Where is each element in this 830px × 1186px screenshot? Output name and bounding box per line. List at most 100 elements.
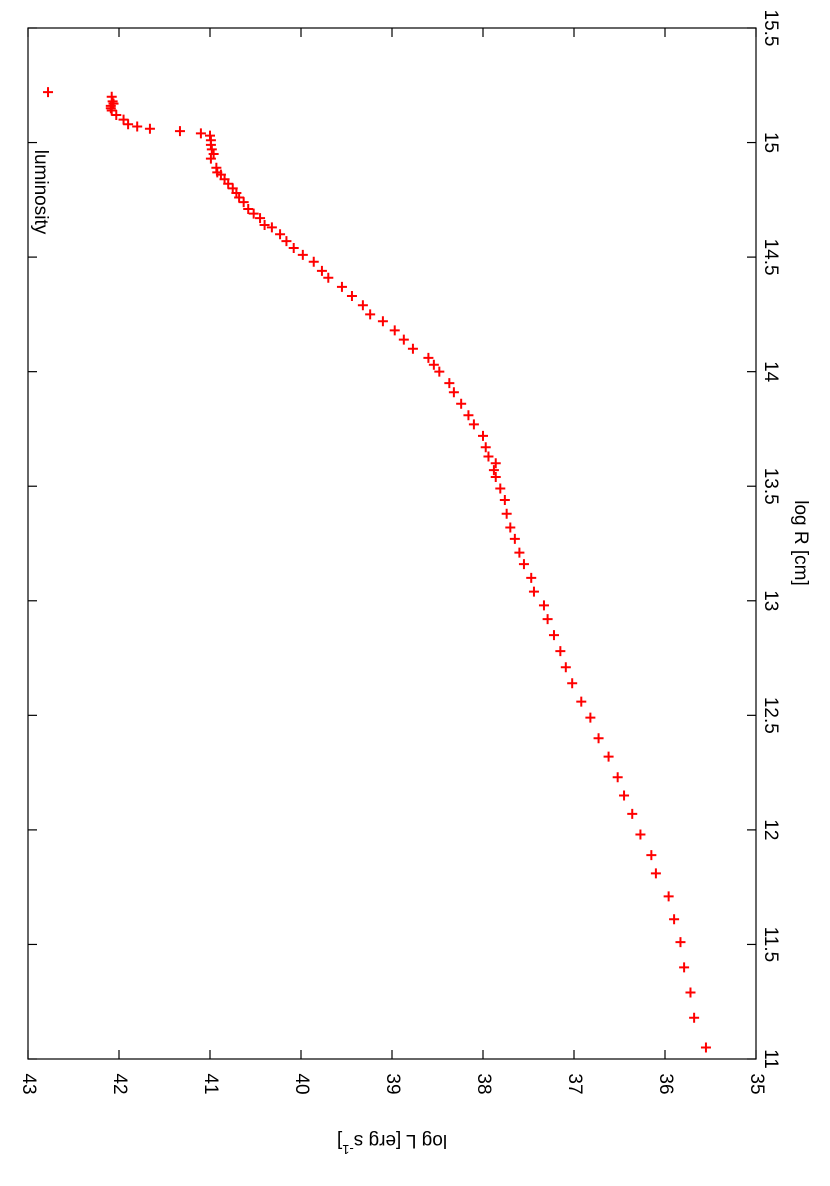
x-tick-label: 14.5 bbox=[760, 239, 781, 276]
data-points bbox=[43, 87, 711, 1053]
y-tick-label: 40 bbox=[291, 1073, 312, 1094]
data-point bbox=[208, 149, 219, 160]
data-point bbox=[195, 128, 206, 139]
y-axis-title: log L [erg s-1] bbox=[337, 1130, 447, 1157]
data-point bbox=[227, 183, 238, 194]
data-point bbox=[407, 343, 418, 354]
data-point bbox=[243, 203, 254, 214]
data-point bbox=[603, 751, 614, 762]
data-point bbox=[456, 398, 467, 409]
data-point bbox=[323, 272, 334, 283]
legend: luminosity bbox=[30, 150, 51, 235]
y-tick-label: 38 bbox=[473, 1073, 494, 1094]
y-tick-label: 42 bbox=[109, 1073, 130, 1094]
data-point bbox=[619, 790, 630, 801]
x-tick-label: 12.5 bbox=[760, 697, 781, 734]
x-tick-label: 11.5 bbox=[760, 927, 781, 963]
data-point bbox=[275, 229, 286, 240]
data-point bbox=[377, 316, 388, 327]
x-tick-label: 12 bbox=[760, 819, 781, 840]
data-point bbox=[389, 325, 400, 336]
data-point bbox=[463, 410, 474, 421]
data-point bbox=[281, 236, 292, 247]
data-point bbox=[650, 868, 661, 879]
data-point bbox=[259, 220, 270, 231]
data-point bbox=[428, 359, 439, 370]
data-point bbox=[266, 222, 277, 233]
y-tick-label: 43 bbox=[18, 1073, 39, 1094]
x-tick-label: 14 bbox=[760, 361, 781, 383]
data-point bbox=[685, 987, 696, 998]
data-point bbox=[316, 265, 327, 276]
data-point bbox=[576, 696, 587, 707]
y-tick-label: 35 bbox=[746, 1073, 767, 1094]
data-point bbox=[495, 483, 506, 494]
data-point bbox=[211, 162, 222, 173]
data-point bbox=[509, 533, 520, 544]
y-axis-title-superscript: -1 bbox=[342, 1142, 354, 1157]
data-point bbox=[248, 208, 259, 219]
data-point bbox=[43, 87, 54, 98]
data-point bbox=[448, 387, 459, 398]
data-point bbox=[555, 646, 566, 657]
data-point bbox=[560, 662, 571, 673]
data-point bbox=[238, 197, 249, 208]
data-point bbox=[288, 242, 299, 253]
data-point bbox=[585, 712, 596, 723]
plot-frame bbox=[27, 27, 757, 1060]
data-point bbox=[548, 630, 559, 641]
data-point bbox=[490, 472, 501, 483]
data-point bbox=[635, 829, 646, 840]
data-point bbox=[518, 559, 529, 570]
data-point bbox=[123, 119, 134, 130]
data-point bbox=[106, 91, 117, 102]
data-point bbox=[468, 419, 479, 430]
data-point bbox=[700, 1042, 711, 1053]
data-point bbox=[689, 1012, 700, 1023]
data-point bbox=[488, 465, 499, 476]
data-point bbox=[205, 130, 215, 141]
x-axis-title: log R [cm] bbox=[790, 500, 811, 586]
data-point bbox=[501, 508, 512, 519]
data-point bbox=[483, 451, 494, 462]
data-point bbox=[118, 114, 129, 125]
data-point bbox=[365, 309, 376, 320]
data-point bbox=[111, 110, 122, 121]
x-tick-label: 15.5 bbox=[760, 10, 781, 47]
data-point bbox=[357, 300, 368, 311]
data-point bbox=[663, 891, 674, 902]
data-point bbox=[434, 366, 445, 377]
data-point bbox=[490, 458, 501, 469]
data-point bbox=[423, 352, 434, 363]
data-point bbox=[514, 547, 525, 558]
data-point bbox=[478, 430, 488, 441]
x-tick-label: 13 bbox=[760, 590, 781, 611]
data-point bbox=[398, 334, 409, 345]
x-tick-labels: 11 11.5 12 12.5 13 13.5 14 14.5 15 15.5 bbox=[760, 10, 781, 1069]
data-point bbox=[542, 614, 553, 625]
y-tick-label: 36 bbox=[655, 1073, 676, 1094]
y-tick-labels: 35 36 37 38 39 40 41 42 43 bbox=[18, 1073, 767, 1094]
y-axis-title-end: ] bbox=[337, 1130, 342, 1151]
data-point bbox=[679, 962, 690, 973]
y-tick-label: 37 bbox=[564, 1073, 585, 1094]
tick-marks bbox=[27, 27, 757, 1060]
data-point bbox=[505, 522, 516, 533]
data-point bbox=[499, 494, 510, 505]
data-point bbox=[255, 213, 266, 224]
legend-label: luminosity bbox=[30, 150, 51, 235]
data-point bbox=[526, 572, 537, 583]
data-point bbox=[297, 249, 308, 260]
y-tick-label: 39 bbox=[382, 1073, 403, 1094]
data-point bbox=[528, 586, 539, 597]
data-point bbox=[336, 281, 347, 292]
data-point bbox=[593, 733, 604, 744]
data-point bbox=[675, 937, 686, 948]
x-tick-label: 13.5 bbox=[760, 468, 781, 505]
data-point bbox=[538, 600, 549, 611]
x-tick-label: 11 bbox=[760, 1049, 781, 1069]
data-point bbox=[444, 378, 455, 389]
data-point bbox=[627, 808, 638, 819]
y-axis-title-main: log L [erg s bbox=[354, 1130, 447, 1151]
